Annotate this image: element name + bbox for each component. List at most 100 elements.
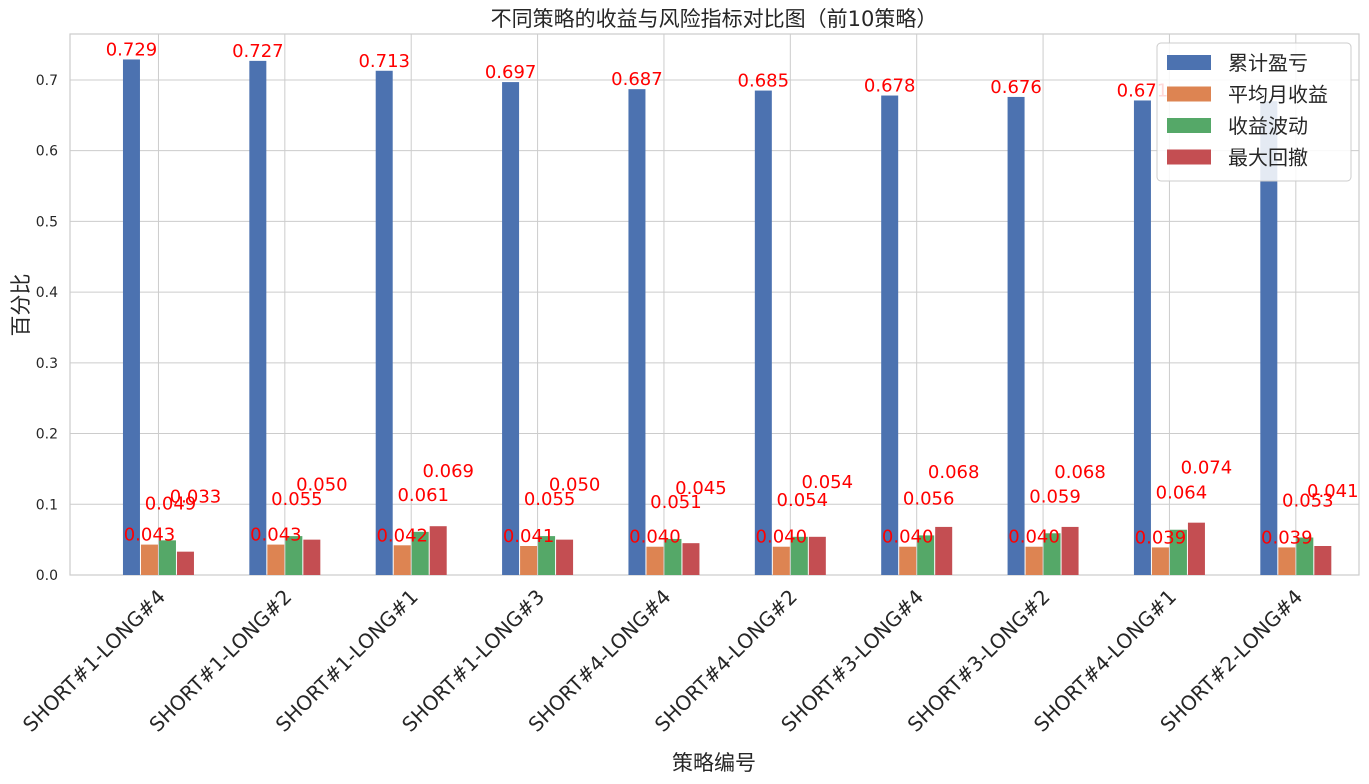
- bar: [646, 546, 664, 575]
- legend-swatch: [1167, 118, 1211, 133]
- data-label: 0.054: [802, 472, 854, 493]
- data-label: 0.043: [124, 525, 176, 546]
- data-label: 0.727: [232, 41, 284, 62]
- data-label: 0.064: [1156, 483, 1208, 504]
- bar: [520, 546, 538, 575]
- bar: [502, 82, 520, 575]
- bar: [1043, 533, 1061, 575]
- data-label: 0.040: [1008, 527, 1060, 548]
- bar: [772, 546, 790, 575]
- data-labels-layer: 0.729 0.727 0.713 0.697 0.687 0.685 0.678 0.676…: [106, 39, 1359, 548]
- bar: [1025, 546, 1043, 575]
- legend-label: 累计盈亏: [1228, 51, 1308, 75]
- y-tick-label: 0.3: [36, 356, 58, 372]
- bar: [303, 539, 321, 575]
- x-tick-label: SHORT#4-LONG#1: [1029, 585, 1181, 737]
- y-tick-label: 0.6: [36, 144, 58, 160]
- bar: [393, 545, 411, 575]
- bar: [140, 544, 158, 575]
- data-label: 0.068: [1054, 462, 1106, 483]
- data-label: 0.056: [903, 488, 955, 509]
- bar: [429, 526, 447, 575]
- data-label: 0.059: [1029, 486, 1081, 507]
- y-axis-ticks: 0.0 0.1 0.2 0.3 0.4 0.5 0.6 0.7: [36, 73, 58, 584]
- bar: [881, 95, 899, 576]
- data-label: 0.053: [1282, 491, 1334, 512]
- bar: [158, 540, 176, 575]
- x-tick-label: SHORT#1-LONG#1: [271, 585, 423, 737]
- data-label: 0.054: [777, 490, 829, 511]
- data-label: 0.041: [1307, 481, 1359, 502]
- bar: [1151, 547, 1169, 575]
- data-label: 0.713: [358, 51, 410, 72]
- bar: [375, 70, 393, 575]
- x-tick-label: SHORT#4-LONG#2: [650, 585, 802, 737]
- bar: [1061, 526, 1079, 575]
- bar: [249, 60, 267, 575]
- y-tick-label: 0.0: [36, 568, 58, 584]
- data-label: 0.041: [503, 526, 555, 547]
- bar: [790, 536, 808, 575]
- data-label: 0.729: [106, 39, 158, 60]
- data-label: 0.049: [145, 493, 197, 514]
- y-tick-label: 0.1: [36, 497, 58, 513]
- bar: [917, 535, 935, 575]
- data-label: 0.676: [990, 77, 1042, 98]
- y-axis-title: 百分比: [9, 274, 33, 337]
- bars-layer: [122, 59, 1332, 576]
- x-axis-ticks: SHORT#1-LONG#4SHORT#1-LONG#2SHORT#1-LONG…: [18, 585, 1307, 737]
- data-label: 0.050: [296, 475, 348, 496]
- data-label: 0.074: [1181, 458, 1233, 479]
- bar: [1296, 537, 1314, 575]
- bar: [1187, 522, 1205, 575]
- data-label: 0.051: [650, 492, 702, 513]
- y-tick-label: 0.7: [36, 73, 58, 89]
- legend-swatch: [1167, 55, 1211, 70]
- bar: [1169, 529, 1187, 575]
- bar: [1133, 100, 1151, 575]
- x-tick-label: SHORT#4-LONG#4: [523, 585, 675, 737]
- data-label: 0.039: [1135, 527, 1187, 548]
- plot-frame: [69, 33, 1360, 576]
- bar: [664, 538, 682, 575]
- legend-label: 收益波动: [1228, 114, 1308, 138]
- data-label: 0.045: [675, 478, 727, 499]
- x-axis-title: 策略编号: [672, 751, 756, 775]
- bar: [538, 536, 556, 575]
- legend-box: [1156, 42, 1352, 182]
- data-label: 0.040: [882, 527, 934, 548]
- data-label: 0.055: [524, 489, 576, 510]
- chart-title: 不同策略的收益与风险指标对比图（前10策略）: [491, 7, 938, 31]
- data-label: 0.678: [864, 76, 916, 97]
- data-label: 0.671: [1117, 80, 1169, 101]
- bar: [1278, 547, 1296, 575]
- bar: [1260, 101, 1278, 575]
- bar: [935, 526, 953, 575]
- x-tick-label: SHORT#3-LONG#4: [776, 585, 928, 737]
- data-label: 0.050: [549, 475, 601, 496]
- data-label: 0.685: [738, 71, 790, 92]
- data-label: 0.033: [170, 487, 222, 508]
- x-tick-label: SHORT#3-LONG#2: [903, 585, 1055, 737]
- y-tick-label: 0.5: [36, 214, 58, 230]
- data-label: 0.040: [629, 527, 681, 548]
- x-tick-label: SHORT#2-LONG#4: [1155, 585, 1307, 737]
- bar: [556, 539, 574, 575]
- y-tick-label: 0.2: [36, 427, 58, 443]
- x-tick-label: SHORT#1-LONG#3: [397, 585, 549, 737]
- legend-swatch: [1167, 149, 1211, 165]
- bar: [285, 536, 303, 575]
- data-label: 0.687: [611, 69, 663, 90]
- bar: [1007, 96, 1025, 575]
- data-label: 0.061: [397, 485, 449, 506]
- data-label: 0.043: [250, 525, 302, 546]
- bar: [628, 89, 646, 576]
- y-tick-label: 0.4: [36, 285, 58, 301]
- bar: [754, 90, 772, 575]
- data-label: 0.055: [271, 489, 323, 510]
- data-label: 0.697: [485, 62, 537, 83]
- legend-label: 最大回撤: [1228, 146, 1308, 170]
- bar: [682, 543, 700, 575]
